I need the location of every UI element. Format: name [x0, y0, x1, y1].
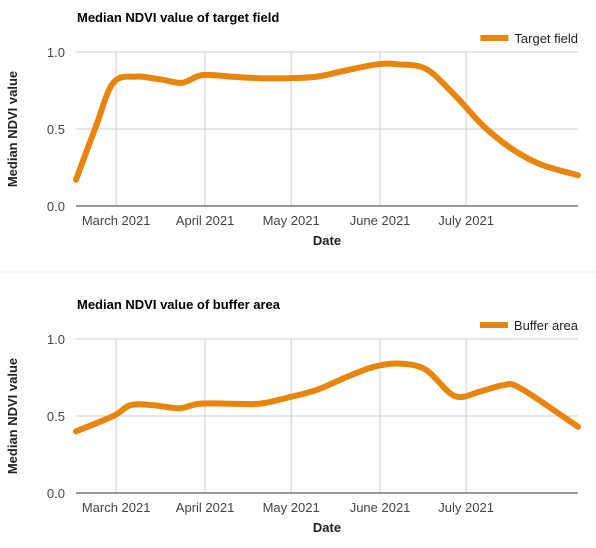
- series-line: [73, 360, 581, 435]
- y-tick-label: 1.0: [47, 332, 65, 347]
- y-tick-label: 0.0: [47, 199, 65, 214]
- x-tick-label: April 2021: [176, 213, 235, 228]
- x-tick-label: June 2021: [350, 500, 411, 515]
- legend-label: Target field: [514, 31, 578, 46]
- y-tick-label: 1.0: [47, 45, 65, 60]
- y-tick-label: 0.5: [47, 409, 65, 424]
- x-axis-title: Date: [313, 233, 341, 248]
- x-tick-label: July 2021: [438, 500, 494, 515]
- series-line: [73, 60, 581, 183]
- x-tick-label: April 2021: [176, 500, 235, 515]
- chart-title: Median NDVI value of target field: [77, 10, 279, 25]
- x-tick-label: June 2021: [350, 213, 411, 228]
- x-tick-label: March 2021: [82, 213, 151, 228]
- y-tick-label: 0.5: [47, 122, 65, 137]
- y-axis-title: Median NDVI value: [5, 71, 20, 187]
- y-axis-title: Median NDVI value: [5, 358, 20, 474]
- x-tick-label: May 2021: [263, 213, 320, 228]
- chart-title: Median NDVI value of buffer area: [77, 297, 281, 312]
- y-tick-label: 0.0: [47, 486, 65, 501]
- x-tick-label: July 2021: [438, 213, 494, 228]
- x-tick-label: March 2021: [82, 500, 151, 515]
- legend-label: Buffer area: [514, 318, 579, 333]
- x-axis-title: Date: [313, 520, 341, 535]
- x-tick-label: May 2021: [263, 500, 320, 515]
